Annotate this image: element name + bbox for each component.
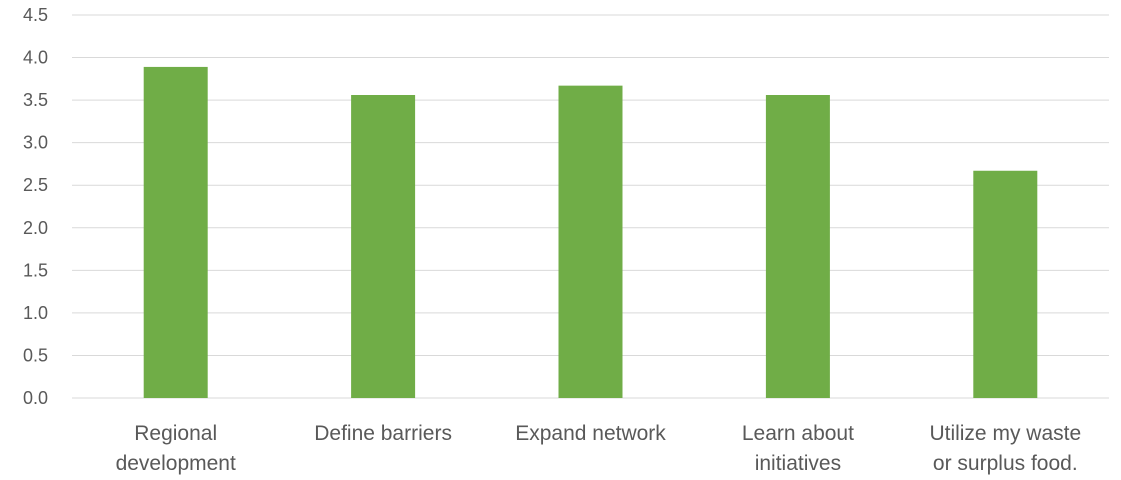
x-category-label-line: or surplus food.	[933, 452, 1078, 475]
bar	[143, 66, 208, 398]
bar	[973, 170, 1038, 398]
y-tick-label: 3.5	[23, 90, 48, 110]
y-tick-label: 4.5	[23, 5, 48, 25]
x-category-label-line: initiatives	[755, 452, 841, 475]
x-category-label-line: Regional	[134, 422, 217, 445]
y-tick-label: 0.0	[23, 388, 48, 408]
x-category-label-line: development	[116, 452, 236, 475]
y-tick-label: 3.0	[23, 133, 48, 153]
bar	[351, 95, 416, 398]
x-category-label: Regional development	[116, 422, 236, 475]
x-category-label: Expand network	[515, 422, 666, 445]
y-tick-label: 2.5	[23, 175, 48, 195]
y-tick-label: 2.0	[23, 218, 48, 238]
x-category-label-line: Utilize my waste	[929, 422, 1081, 445]
x-category-label-line: Learn about	[742, 422, 854, 445]
bar	[558, 85, 623, 399]
x-category-label: Utilize my waste or surplus food.	[929, 422, 1081, 475]
x-axis-labels: Regional development Define barriers Expand…	[116, 422, 1082, 475]
y-tick-label: 0.5	[23, 345, 48, 365]
y-tick-label: 4.0	[23, 48, 48, 68]
bars	[143, 66, 1038, 399]
bar	[765, 95, 830, 398]
x-category-label: Learn about initiatives	[742, 422, 854, 475]
x-category-label: Define barriers	[314, 422, 452, 445]
y-tick-label: 1.0	[23, 303, 48, 323]
x-category-label-line: Define barriers	[314, 422, 452, 445]
x-category-label-line: Expand network	[515, 422, 666, 445]
y-axis-ticks: 0.0 0.5 1.0 1.5 2.0 2.5 3.0 3.5 4.0 4.5	[23, 5, 48, 408]
y-tick-label: 1.5	[23, 260, 48, 280]
